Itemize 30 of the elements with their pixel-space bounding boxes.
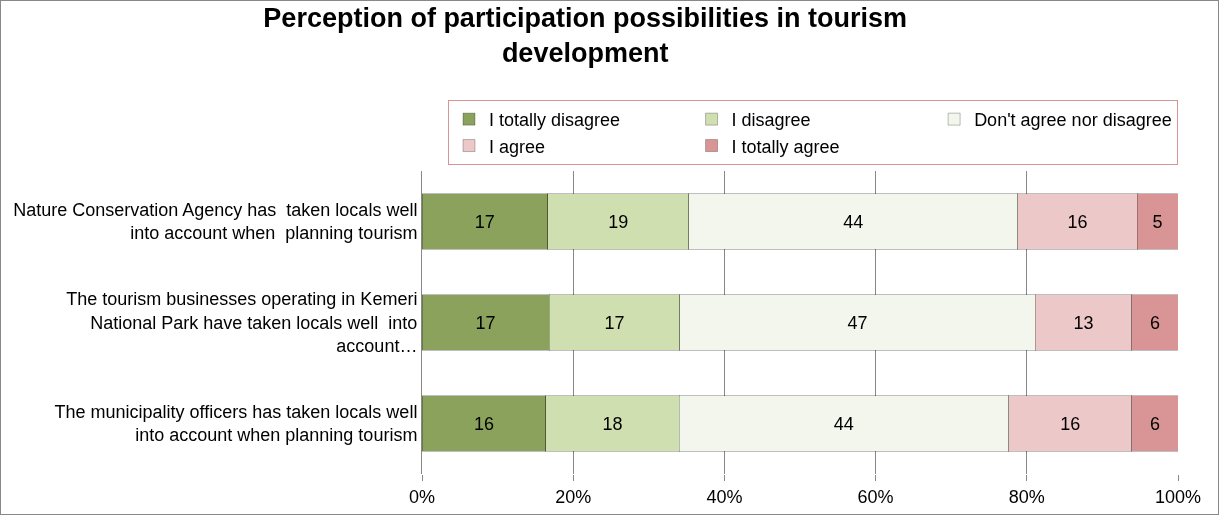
x-tick-label: 20%	[555, 486, 592, 507]
y-tick-label: Nature Conservation Agency has taken locals well into account when planning tourism	[13, 200, 418, 244]
x-tick-label: 40%	[706, 486, 743, 507]
y-tick-label: The municipality officers has taken locals well into account when planning tourism	[54, 402, 418, 446]
data-label: 16	[1067, 211, 1088, 232]
chart-title: Perception of participation possibilities in tourism development	[263, 2, 907, 68]
legend-label: I agree	[489, 136, 546, 157]
x-tick-label: 100%	[1154, 486, 1202, 507]
legend-label: Don't agree nor disagree	[974, 110, 1172, 131]
legend-label: I totally disagree	[489, 110, 621, 131]
legend-label: I disagree	[731, 110, 811, 131]
data-label: 17	[604, 312, 625, 333]
data-label: 17	[475, 312, 496, 333]
legend-label: I totally agree	[731, 136, 840, 157]
data-label: 17	[474, 211, 495, 232]
data-label: 6	[1149, 312, 1160, 333]
data-label: 18	[602, 413, 623, 434]
data-label: 16	[473, 413, 495, 434]
data-label: 13	[1073, 312, 1094, 333]
y-tick-label: The tourism businesses operating in Kemeri National Park have taken locals well into account…	[66, 289, 418, 357]
x-tick-label: 0%	[408, 486, 436, 507]
x-tick-label: 80%	[1008, 486, 1045, 507]
data-label: 19	[608, 211, 629, 232]
x-tick-label: 60%	[857, 486, 894, 507]
data-label: 5	[1152, 211, 1163, 232]
data-label: 44	[843, 211, 864, 232]
data-label: 6	[1149, 413, 1160, 434]
data-label: 44	[833, 413, 854, 434]
data-label: 47	[847, 312, 868, 333]
data-label: 16	[1060, 413, 1081, 434]
